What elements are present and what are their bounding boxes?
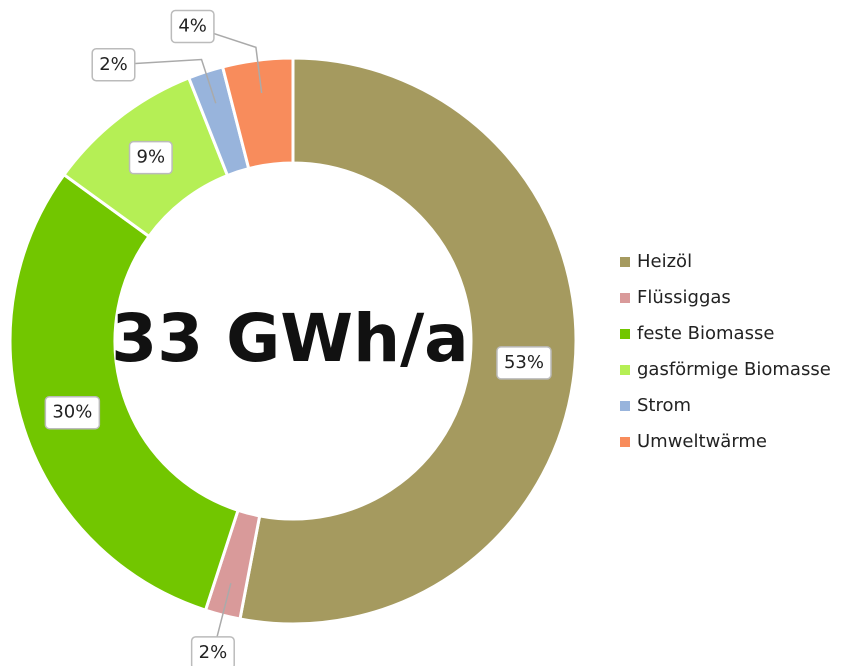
value-label: 2% [199,642,228,663]
value-label: 53% [504,352,544,373]
label-box [128,140,173,175]
legend-label: Heizöl [637,251,692,272]
legend-label: Strom [637,395,691,416]
legend-swatch [620,401,630,411]
label-box [44,395,101,430]
legend-swatch [620,257,630,267]
labels: 53% 2% 30% 9% 2% 4% [44,9,552,666]
value-label: 9% [137,147,166,168]
value-label: 2% [99,54,128,75]
legend: Heizöl Flüssiggas feste Biomasse gasförmige… [620,251,831,452]
legend-label: Umweltwärme [637,431,767,452]
label-box [496,346,552,380]
legend-swatch [620,437,630,447]
donut-slice [8,172,240,613]
donut-slice [238,56,578,626]
label-box [170,9,215,44]
label-box [91,48,136,82]
value-label: 30% [52,402,92,423]
legend-swatch [620,329,630,339]
leader-line [113,58,217,104]
donut-slice [220,56,295,171]
legend-label: Flüssiggas [637,287,731,308]
slices [8,56,578,626]
legend-swatch [620,365,630,375]
center-text: 33 GWh/a [111,300,468,377]
legend-label: gasförmige Biomasse [637,359,831,380]
label-box [190,636,235,666]
legend-swatch [620,293,630,303]
legend-label: feste Biomasse [637,323,774,344]
value-label: 4% [178,16,207,37]
